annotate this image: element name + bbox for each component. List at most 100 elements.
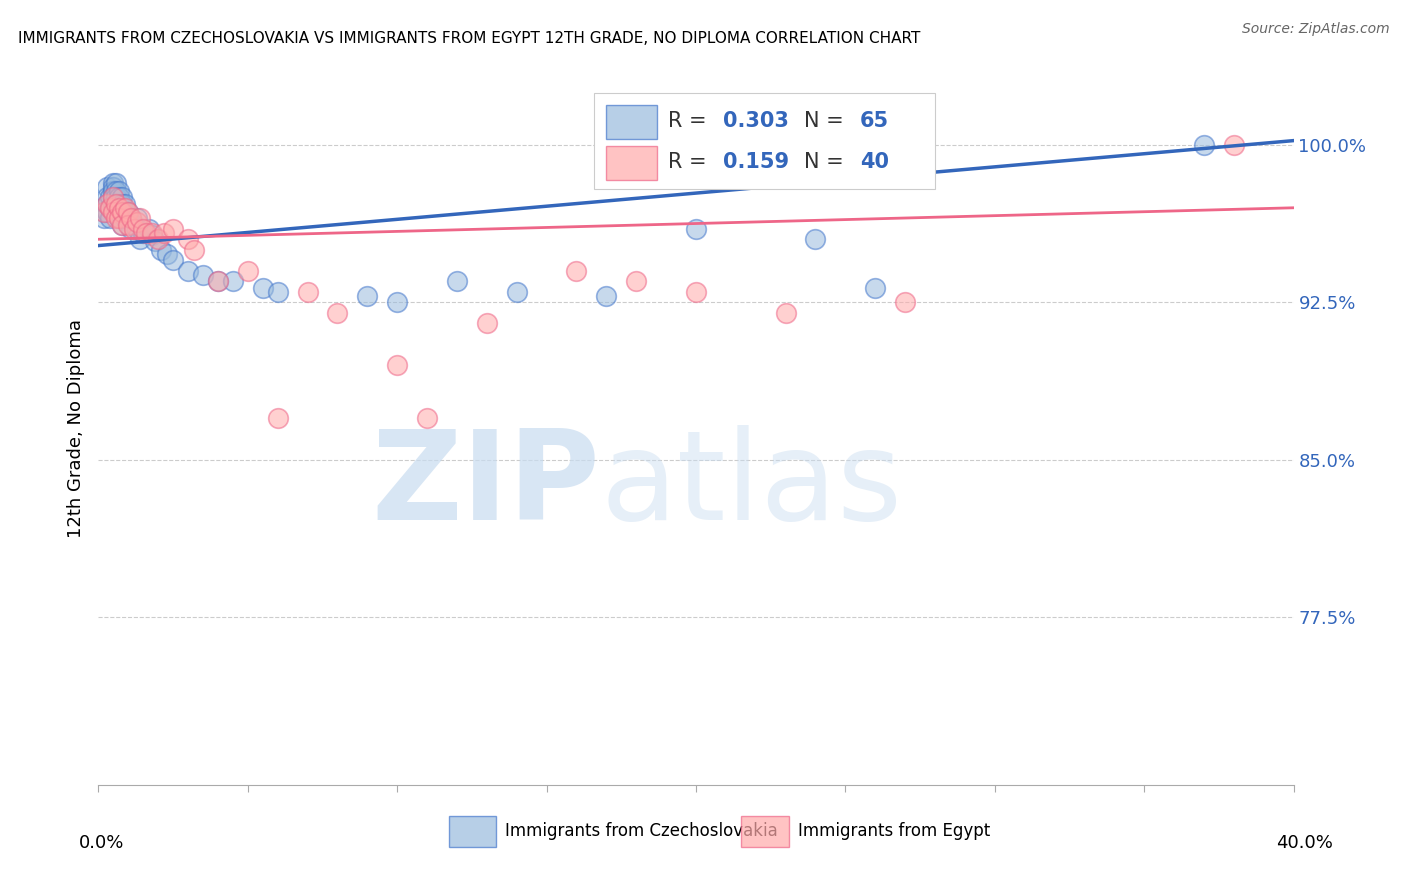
Point [506, 285, 529, 299]
Text: Source: ZipAtlas.com: Source: ZipAtlas.com [1241, 22, 1389, 37]
Point [595, 289, 617, 303]
Point [108, 205, 131, 219]
Text: Immigrants from Czechoslovakia: Immigrants from Czechoslovakia [505, 822, 778, 839]
Point [385, 295, 409, 310]
Point [114, 205, 136, 219]
Point [626, 274, 648, 288]
Point [207, 274, 229, 288]
Point [120, 211, 142, 226]
Point [103, 184, 125, 198]
Point [1192, 137, 1215, 152]
Point [236, 264, 259, 278]
Text: N =: N = [804, 152, 849, 172]
Point [207, 274, 229, 288]
Point [111, 205, 134, 219]
Point [105, 196, 128, 211]
Point [114, 196, 136, 211]
Point [98, 211, 122, 226]
Point [105, 211, 128, 226]
Point [108, 201, 131, 215]
Point [124, 221, 146, 235]
Point [1223, 137, 1246, 152]
Point [98, 190, 122, 204]
Text: 65: 65 [859, 112, 889, 131]
Point [148, 232, 170, 246]
Point [156, 247, 179, 261]
Point [177, 232, 200, 246]
Point [132, 221, 155, 235]
Point [127, 221, 149, 235]
Point [117, 205, 139, 219]
Point [356, 289, 378, 303]
FancyBboxPatch shape [606, 145, 657, 180]
Point [103, 196, 125, 211]
Point [685, 221, 707, 235]
Point [96, 196, 118, 211]
Point [135, 226, 157, 240]
Point [143, 235, 166, 249]
Point [103, 179, 125, 194]
Text: IMMIGRANTS FROM CZECHOSLOVAKIA VS IMMIGRANTS FROM EGYPT 12TH GRADE, NO DIPLOMA C: IMMIGRANTS FROM CZECHOSLOVAKIA VS IMMIGR… [18, 31, 921, 46]
Point [129, 232, 152, 246]
Point [117, 211, 139, 226]
Point [111, 196, 134, 211]
FancyBboxPatch shape [741, 815, 789, 847]
Point [111, 190, 134, 204]
Point [105, 201, 128, 215]
Text: R =: R = [668, 152, 714, 172]
Point [103, 205, 125, 219]
Point [96, 190, 118, 204]
Point [105, 205, 128, 219]
Point [96, 179, 118, 194]
Point [177, 264, 200, 278]
Point [93, 205, 115, 219]
Text: Immigrants from Egypt: Immigrants from Egypt [797, 822, 990, 839]
Text: atlas: atlas [600, 425, 903, 546]
Point [141, 226, 163, 240]
Text: N =: N = [804, 112, 849, 131]
Point [96, 205, 118, 219]
Text: ZIP: ZIP [371, 425, 600, 546]
Point [108, 211, 131, 226]
Point [108, 184, 131, 198]
Point [111, 218, 134, 232]
Point [153, 226, 176, 240]
Point [117, 218, 139, 232]
Point [108, 190, 131, 204]
Point [416, 410, 439, 425]
Point [267, 410, 290, 425]
Text: 40: 40 [859, 152, 889, 172]
Point [127, 211, 149, 226]
Point [267, 285, 290, 299]
Point [120, 211, 142, 226]
FancyBboxPatch shape [449, 815, 496, 847]
Point [191, 268, 214, 282]
Point [93, 211, 115, 226]
Point [894, 295, 917, 310]
Point [124, 218, 146, 232]
Point [222, 274, 245, 288]
Point [105, 176, 128, 190]
Point [326, 306, 349, 320]
Point [252, 280, 274, 294]
Point [105, 184, 128, 198]
Point [93, 205, 115, 219]
Point [446, 274, 468, 288]
Point [105, 196, 128, 211]
Point [111, 218, 134, 232]
Point [127, 215, 149, 229]
Text: 0.159: 0.159 [724, 152, 790, 172]
Point [385, 358, 409, 372]
Point [103, 190, 125, 204]
Point [141, 228, 163, 243]
Point [114, 211, 136, 226]
Point [117, 205, 139, 219]
Text: 0.303: 0.303 [724, 112, 789, 131]
Point [103, 190, 125, 204]
Point [120, 221, 142, 235]
Point [103, 176, 125, 190]
Y-axis label: 12th Grade, No Diploma: 12th Grade, No Diploma [66, 318, 84, 538]
Text: 40.0%: 40.0% [1277, 834, 1333, 852]
Point [565, 264, 588, 278]
Point [98, 201, 122, 215]
